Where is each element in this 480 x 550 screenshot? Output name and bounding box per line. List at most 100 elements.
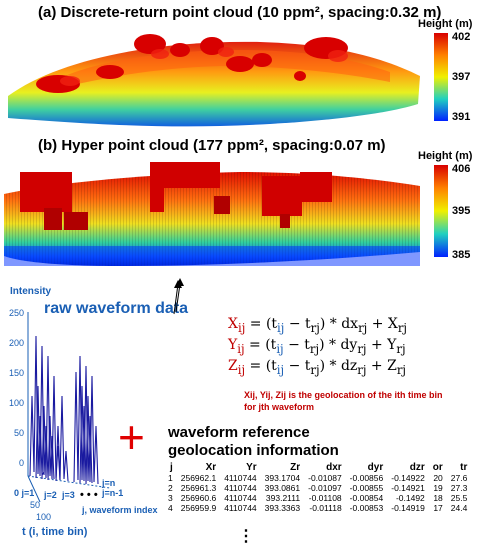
eq-x-d: ) * dx bbox=[319, 316, 359, 332]
reference-title-line2: geolocation information bbox=[168, 442, 339, 459]
cell: 256959.9 bbox=[180, 503, 217, 513]
time-bin-axis-label: t (i, time bin) bbox=[22, 526, 88, 538]
equation-y: Yij = (tij − trj) * dyrj + Yrj bbox=[228, 337, 406, 356]
panel-b-tick-mid: 395 bbox=[452, 205, 471, 217]
eq-y-lhs: Y bbox=[228, 337, 238, 353]
eq-x-t2-sub: rj bbox=[310, 320, 320, 335]
cell: -0.14921 bbox=[391, 483, 425, 493]
eq-z-minus: − t bbox=[284, 358, 311, 374]
col-xr: Xr bbox=[205, 462, 217, 473]
cell: 3 bbox=[168, 493, 173, 503]
cell: 19 bbox=[433, 483, 443, 493]
cell: 4110744 bbox=[224, 503, 257, 513]
table-ellipsis: ⋮ bbox=[238, 528, 254, 545]
cell: -0.01108 bbox=[308, 493, 342, 503]
j2-label: j=2 bbox=[44, 490, 57, 500]
eq-y-t2-sub: rj bbox=[309, 341, 320, 356]
eq-z-d-sub: rj bbox=[357, 362, 367, 377]
equation-z: Zij = (tij − trj) * dzrj + Zrj bbox=[228, 358, 406, 377]
cell: 18 bbox=[433, 493, 443, 503]
eq-z-t1-sub: ij bbox=[276, 362, 285, 377]
callout-arrow bbox=[175, 278, 184, 313]
eq-x-t1-sub: ij bbox=[277, 320, 285, 335]
table-header-row: j Xr Yr Zr dxr dyr dzr or tr bbox=[164, 462, 471, 473]
eq-y-d: ) * dy bbox=[319, 337, 358, 353]
cell: 2 bbox=[168, 483, 173, 493]
cell: 256962.1 bbox=[180, 473, 217, 483]
col-dyr: dyr bbox=[367, 462, 384, 473]
col-yr: Yr bbox=[246, 462, 257, 473]
cell: 256961.3 bbox=[180, 483, 217, 493]
cell: 4 bbox=[168, 503, 173, 513]
cell: -0.01118 bbox=[309, 503, 342, 513]
x-tick-0: 0 bbox=[14, 488, 20, 498]
discrete-point-cloud-image bbox=[8, 34, 420, 127]
cell: 256960.6 bbox=[180, 493, 217, 503]
eq-y-p-sub: rj bbox=[396, 341, 406, 356]
eq-z-open: = (t bbox=[245, 358, 277, 374]
eq-x-open: = (t bbox=[245, 316, 278, 332]
eq-z-lhs-sub: ij bbox=[237, 362, 246, 377]
cell: 1 bbox=[168, 473, 173, 483]
panel-a-colorbar bbox=[434, 33, 448, 121]
cell: 24.4 bbox=[450, 503, 468, 513]
y-tick-200: 200 bbox=[8, 338, 24, 348]
cell: 27.3 bbox=[450, 483, 468, 493]
col-zr: Zr bbox=[290, 462, 301, 473]
j1-label: 0 j=1 bbox=[14, 488, 34, 498]
cell: -0.00856 bbox=[349, 473, 384, 483]
table-row: 4 256959.9 4110744 393.3363 -0.01118 -0.00853… bbox=[164, 503, 471, 513]
eq-x-lhs: X bbox=[228, 316, 238, 332]
intensity-axis-label: Intensity bbox=[10, 286, 52, 297]
eq-y-open: = (t bbox=[244, 337, 277, 353]
x-tick-50: 50 bbox=[30, 500, 41, 510]
jn-label: j=n bbox=[102, 478, 116, 488]
eq-x-p-sub: rj bbox=[397, 320, 408, 335]
cell: 393.0861 bbox=[264, 483, 301, 493]
cell: -0.1492 bbox=[395, 493, 425, 503]
eq-x-plus: + X bbox=[367, 316, 398, 332]
cell: -0.00853 bbox=[349, 503, 384, 513]
eq-z-t2-sub: rj bbox=[310, 362, 320, 377]
reference-title-line1: waveform reference bbox=[168, 424, 310, 441]
eq-y-lhs-sub: ij bbox=[237, 341, 245, 356]
panel-b-title: (b) Hyper point cloud (177 ppm², spacing… bbox=[38, 137, 386, 154]
reference-table: j Xr Yr Zr dxr dyr dzr or tr 1 256962.1 41… bbox=[164, 462, 471, 513]
eq-y-minus: − t bbox=[283, 337, 310, 353]
cell: 27.6 bbox=[450, 473, 468, 483]
waveform-dots: • • • bbox=[80, 489, 98, 501]
plus-icon: + bbox=[118, 411, 145, 463]
y-tick-150: 150 bbox=[8, 368, 24, 378]
eq-z-p-sub: rj bbox=[396, 362, 407, 377]
cell: -0.00855 bbox=[349, 483, 384, 493]
eq-z-d: ) * dz bbox=[319, 358, 358, 374]
hyper-point-cloud-image bbox=[4, 162, 420, 266]
cell: 25.5 bbox=[450, 493, 468, 503]
geolocation-note-line1: Xij, Yij, Zij is the geolocation of the … bbox=[244, 390, 443, 400]
cell: 4110744 bbox=[224, 483, 257, 493]
col-dzr: dzr bbox=[409, 462, 425, 473]
cell: -0.00854 bbox=[349, 493, 384, 503]
cell: -0.14919 bbox=[391, 503, 425, 513]
y-tick-100: 100 bbox=[8, 398, 24, 408]
eq-z-lhs: Z bbox=[228, 358, 238, 374]
x-tick-100: 100 bbox=[36, 512, 52, 522]
jn1-label: j=n-1 bbox=[102, 488, 124, 498]
cell: -0.01097 bbox=[308, 483, 342, 493]
y-tick-50: 50 bbox=[13, 428, 24, 438]
cell: 393.2111 bbox=[265, 493, 301, 503]
geolocation-note-line2: for jth waveform bbox=[244, 402, 315, 412]
eq-x-minus: − t bbox=[284, 316, 311, 332]
panel-a-tick-mid: 397 bbox=[452, 71, 471, 83]
panel-a-tick-max: 402 bbox=[452, 31, 471, 43]
cell: 4110744 bbox=[224, 473, 257, 483]
panel-b-colorbar-label: Height (m) bbox=[418, 150, 473, 162]
table-row: 1 256962.1 4110744 393.1704 -0.01087 -0.00856… bbox=[164, 473, 471, 483]
eq-x-lhs-sub: ij bbox=[237, 320, 246, 335]
cell: 17 bbox=[433, 503, 443, 513]
eq-x-d-sub: rj bbox=[358, 320, 368, 335]
y-tick-250: 250 bbox=[8, 308, 24, 318]
waveform-plot bbox=[27, 280, 182, 503]
col-j: j bbox=[169, 462, 173, 473]
y-tick-0: 0 bbox=[18, 458, 24, 468]
